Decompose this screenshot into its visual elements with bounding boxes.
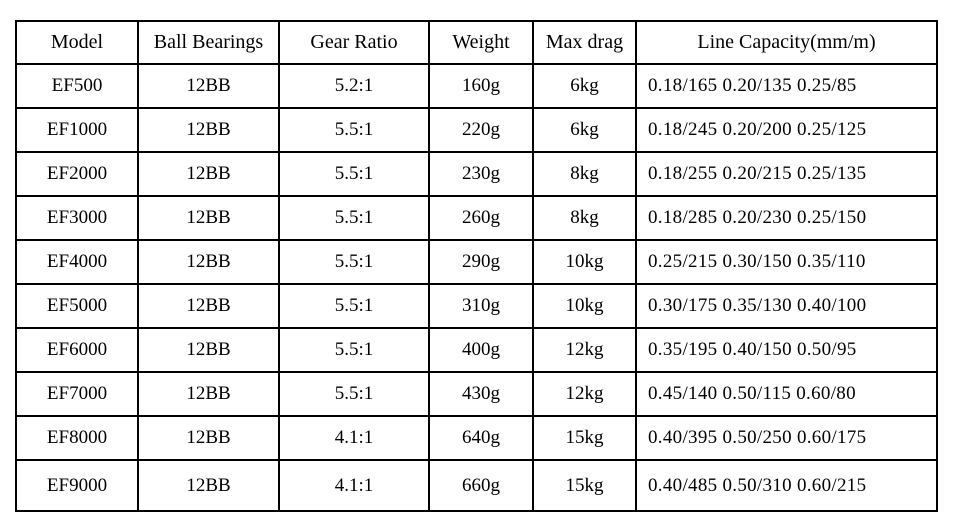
header-row: Model Ball Bearings Gear Ratio Weight Ma… bbox=[15, 20, 938, 65]
cell-max-drag: 12kg bbox=[532, 327, 637, 373]
cell-max-drag: 10kg bbox=[532, 239, 637, 285]
cell-gear-ratio: 5.2:1 bbox=[278, 63, 430, 109]
cell-weight: 260g bbox=[428, 195, 534, 241]
cell-model: EF500 bbox=[15, 63, 139, 109]
table-row: EF7000 12BB 5.5:1 430g 12kg 0.45/140 0.50/115… bbox=[15, 371, 938, 417]
cell-model: EF3000 bbox=[15, 195, 139, 241]
cell-line-capacity: 0.40/485 0.50/310 0.60/215 bbox=[635, 459, 938, 512]
cell-ball-bearings: 12BB bbox=[137, 63, 280, 109]
cell-line-capacity: 0.18/285 0.20/230 0.25/150 bbox=[635, 195, 938, 241]
cell-model: EF1000 bbox=[15, 107, 139, 153]
cell-line-capacity: 0.45/140 0.50/115 0.60/80 bbox=[635, 371, 938, 417]
cell-gear-ratio: 5.5:1 bbox=[278, 151, 430, 197]
cell-gear-ratio: 4.1:1 bbox=[278, 459, 430, 512]
cell-model: EF4000 bbox=[15, 239, 139, 285]
cell-ball-bearings: 12BB bbox=[137, 459, 280, 512]
cell-weight: 160g bbox=[428, 63, 534, 109]
cell-max-drag: 6kg bbox=[532, 107, 637, 153]
table-header: Model Ball Bearings Gear Ratio Weight Ma… bbox=[15, 20, 938, 65]
table-body: EF500 12BB 5.2:1 160g 6kg 0.18/165 0.20/135 0… bbox=[15, 63, 938, 512]
cell-max-drag: 8kg bbox=[532, 195, 637, 241]
cell-weight: 290g bbox=[428, 239, 534, 285]
cell-max-drag: 8kg bbox=[532, 151, 637, 197]
table-row: EF8000 12BB 4.1:1 640g 15kg 0.40/395 0.50/250… bbox=[15, 415, 938, 461]
cell-model: EF9000 bbox=[15, 459, 139, 512]
table-row: EF5000 12BB 5.5:1 310g 10kg 0.30/175 0.35/130… bbox=[15, 283, 938, 329]
cell-line-capacity: 0.18/165 0.20/135 0.25/85 bbox=[635, 63, 938, 109]
cell-gear-ratio: 5.5:1 bbox=[278, 195, 430, 241]
cell-weight: 310g bbox=[428, 283, 534, 329]
cell-gear-ratio: 5.5:1 bbox=[278, 371, 430, 417]
cell-model: EF6000 bbox=[15, 327, 139, 373]
header-max-drag: Max drag bbox=[532, 20, 637, 65]
cell-line-capacity: 0.18/245 0.20/200 0.25/125 bbox=[635, 107, 938, 153]
cell-weight: 640g bbox=[428, 415, 534, 461]
table-row: EF4000 12BB 5.5:1 290g 10kg 0.25/215 0.30/150… bbox=[15, 239, 938, 285]
cell-weight: 660g bbox=[428, 459, 534, 512]
cell-ball-bearings: 12BB bbox=[137, 283, 280, 329]
cell-ball-bearings: 12BB bbox=[137, 195, 280, 241]
cell-gear-ratio: 5.5:1 bbox=[278, 283, 430, 329]
cell-gear-ratio: 4.1:1 bbox=[278, 415, 430, 461]
cell-gear-ratio: 5.5:1 bbox=[278, 327, 430, 373]
cell-weight: 230g bbox=[428, 151, 534, 197]
table-row: EF2000 12BB 5.5:1 230g 8kg 0.18/255 0.20/215 … bbox=[15, 151, 938, 197]
cell-line-capacity: 0.25/215 0.30/150 0.35/110 bbox=[635, 239, 938, 285]
table-row: EF6000 12BB 5.5:1 400g 12kg 0.35/195 0.40/150… bbox=[15, 327, 938, 373]
cell-ball-bearings: 12BB bbox=[137, 327, 280, 373]
cell-model: EF8000 bbox=[15, 415, 139, 461]
cell-max-drag: 10kg bbox=[532, 283, 637, 329]
cell-max-drag: 15kg bbox=[532, 459, 637, 512]
cell-model: EF7000 bbox=[15, 371, 139, 417]
cell-weight: 220g bbox=[428, 107, 534, 153]
header-model: Model bbox=[15, 20, 139, 65]
cell-max-drag: 12kg bbox=[532, 371, 637, 417]
cell-max-drag: 6kg bbox=[532, 63, 637, 109]
cell-ball-bearings: 12BB bbox=[137, 371, 280, 417]
header-weight: Weight bbox=[428, 20, 534, 65]
reel-spec-table: Model Ball Bearings Gear Ratio Weight Ma… bbox=[15, 20, 938, 512]
table-row: EF1000 12BB 5.5:1 220g 6kg 0.18/245 0.20/200 … bbox=[15, 107, 938, 153]
cell-weight: 400g bbox=[428, 327, 534, 373]
cell-line-capacity: 0.30/175 0.35/130 0.40/100 bbox=[635, 283, 938, 329]
cell-ball-bearings: 12BB bbox=[137, 415, 280, 461]
cell-model: EF2000 bbox=[15, 151, 139, 197]
cell-weight: 430g bbox=[428, 371, 534, 417]
cell-ball-bearings: 12BB bbox=[137, 239, 280, 285]
header-line-capacity: Line Capacity(mm/m) bbox=[635, 20, 938, 65]
table-row: EF3000 12BB 5.5:1 260g 8kg 0.18/285 0.20/230 … bbox=[15, 195, 938, 241]
cell-line-capacity: 0.18/255 0.20/215 0.25/135 bbox=[635, 151, 938, 197]
cell-model: EF5000 bbox=[15, 283, 139, 329]
cell-ball-bearings: 12BB bbox=[137, 151, 280, 197]
cell-gear-ratio: 5.5:1 bbox=[278, 107, 430, 153]
cell-ball-bearings: 12BB bbox=[137, 107, 280, 153]
cell-line-capacity: 0.40/395 0.50/250 0.60/175 bbox=[635, 415, 938, 461]
cell-gear-ratio: 5.5:1 bbox=[278, 239, 430, 285]
table-row: EF500 12BB 5.2:1 160g 6kg 0.18/165 0.20/135 0… bbox=[15, 63, 938, 109]
header-gear-ratio: Gear Ratio bbox=[278, 20, 430, 65]
table-row: EF9000 12BB 4.1:1 660g 15kg 0.40/485 0.50/310… bbox=[15, 459, 938, 512]
cell-line-capacity: 0.35/195 0.40/150 0.50/95 bbox=[635, 327, 938, 373]
cell-max-drag: 15kg bbox=[532, 415, 637, 461]
header-ball-bearings: Ball Bearings bbox=[137, 20, 280, 65]
